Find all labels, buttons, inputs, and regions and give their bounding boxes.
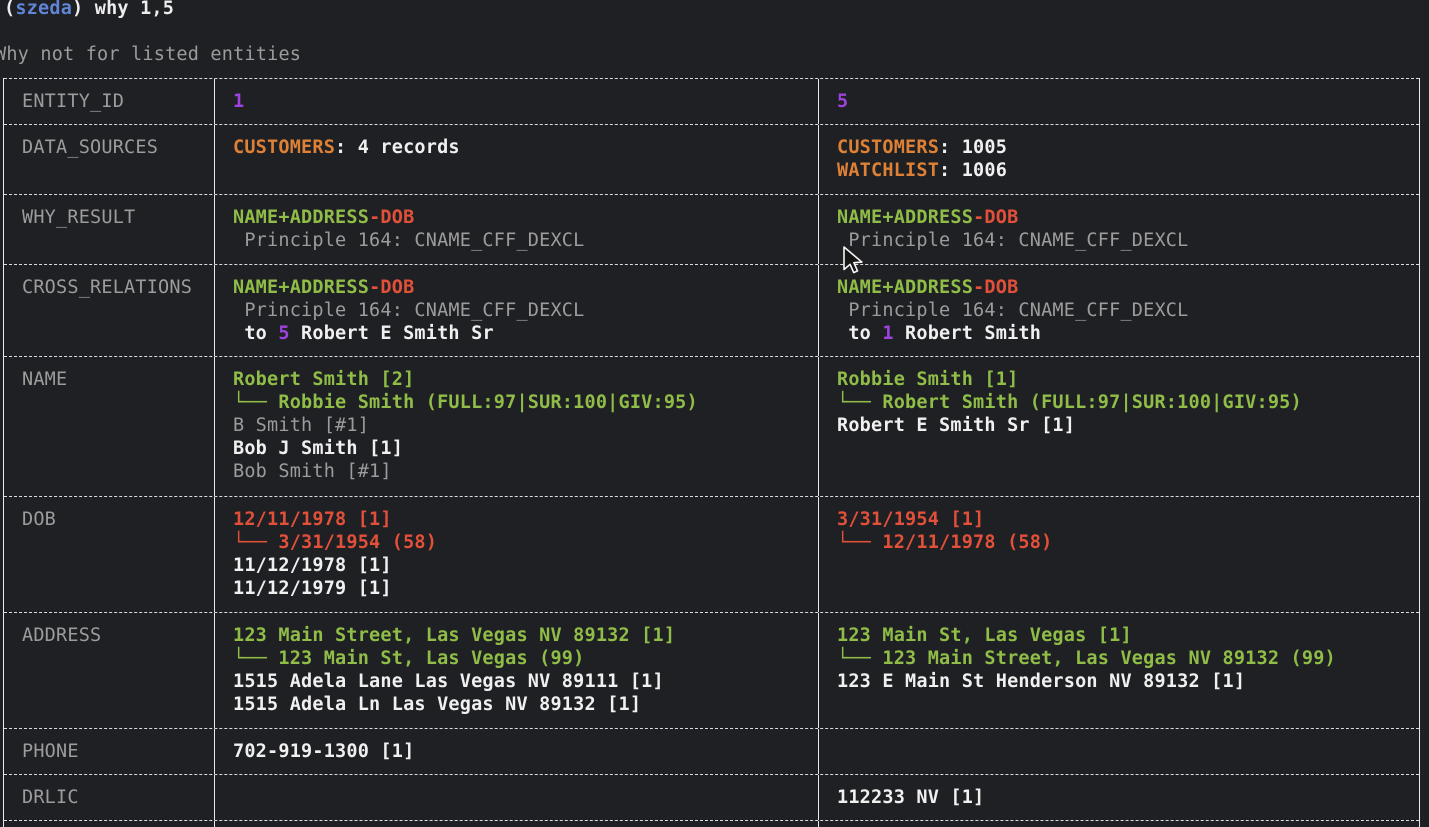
prompt-line: (szeda) why 1,5 (4, 0, 174, 20)
entity-1-cell: NAME+ADDRESS-DOB Principle 164: CNAME_CF… (214, 265, 818, 356)
entity-1-cell: 1 (214, 79, 818, 124)
cell-line: Bob Smith [#1] (233, 461, 392, 483)
table-row: DOB 12/11/1978 [1] └── 3/31/1954 (58) 11/12… (4, 496, 1419, 612)
cell-line: WATCHLIST: 1006 (837, 159, 1008, 181)
entity-2-cell: 112233 NV [1] (818, 775, 1419, 820)
result-subtitle: Why not for listed entities (0, 44, 302, 65)
cell-line: 1515 Adela Lane Las Vegas NV 89111 [1] (233, 670, 664, 692)
cell-line: Robert Smith [2] (233, 368, 415, 390)
cell-line: Robbie Smith [1] (837, 368, 1019, 390)
entity-1-cell: NAME+ADDRESS-DOB Principle 164: CNAME_CF… (214, 195, 818, 264)
entity-1-cell: 702-919-1300 [1] (214, 729, 818, 774)
entity-2-cell: NAME+ADDRESS-DOB Principle 164: CNAME_CF… (818, 265, 1419, 356)
cell-line: └── Robert Smith (FULL:97|SUR:100|GIV:95… (837, 391, 1302, 413)
table-row-partial (4, 820, 1419, 827)
row-label: ADDRESS (22, 624, 102, 646)
entity-2-cell: 5 (818, 79, 1419, 124)
cell-line: CUSTOMERS: 4 records (233, 136, 460, 158)
row-label: ENTITY_ID (22, 90, 125, 112)
row-label: CROSS_RELATIONS (22, 276, 193, 298)
cell-line: Principle 164: CNAME_CFF_DEXCL (837, 229, 1189, 251)
cell-line: 12/11/1978 [1] (233, 508, 392, 530)
cell-line: Principle 164: CNAME_CFF_DEXCL (233, 299, 585, 321)
cell-line: └── 123 Main Street, Las Vegas NV 89132 … (837, 647, 1336, 669)
cell-line: B Smith [#1] (233, 414, 370, 436)
table-row: CROSS_RELATIONS NAME+ADDRESS-DOB Principl… (4, 264, 1419, 356)
entity-1-cell (214, 821, 818, 827)
row-label: DOB (22, 508, 57, 530)
row-label: DATA_SOURCES (22, 136, 159, 158)
entity-1-cell: 12/11/1978 [1] └── 3/31/1954 (58) 11/12/19… (214, 497, 818, 612)
cell-line: 112233 NV [1] (837, 786, 985, 808)
cell-line: 1 (233, 90, 245, 112)
cell-line: NAME+ADDRESS-DOB (837, 276, 1019, 298)
cell-line: └── 123 Main St, Las Vegas (99) (233, 647, 585, 669)
cell-line: 123 Main Street, Las Vegas NV 89132 [1] (233, 624, 676, 646)
table-row: PHONE 702-919-1300 [1] (4, 728, 1419, 774)
entity-2-cell: 3/31/1954 [1] └── 12/11/1978 (58) (818, 497, 1419, 612)
cell-line: Bob J Smith [1] (233, 438, 404, 460)
command-text: why 1,5 (94, 0, 175, 19)
cell-line: NAME+ADDRESS-DOB (233, 206, 415, 228)
cell-line: 123 Main St, Las Vegas [1] (837, 624, 1132, 646)
cell-line: NAME+ADDRESS-DOB (233, 276, 415, 298)
table-row: NAME Robert Smith [2] └── Robbie Smith (FU… (4, 356, 1419, 496)
cell-line: to 5 Robert E Smith Sr (233, 322, 494, 344)
prompt-paren-close: ) (72, 0, 95, 19)
entity-2-cell: Robbie Smith [1] └── Robert Smith (FULL:9… (818, 357, 1419, 496)
table-row: ENTITY_ID 1 5 (4, 78, 1419, 124)
row-label: WHY_RESULT (22, 206, 136, 228)
cell-line: to 1 Robert Smith (837, 322, 1042, 344)
entity-1-cell: Robert Smith [2] └── Robbie Smith (FULL:9… (214, 357, 818, 496)
table-row: ADDRESS 123 Main Street, Las Vegas NV 891… (4, 612, 1419, 728)
cell-line: └── Robbie Smith (FULL:97|SUR:100|GIV:95… (233, 391, 698, 413)
entity-1-cell: 123 Main Street, Las Vegas NV 89132 [1] └… (214, 613, 818, 728)
table-row: WHY_RESULT NAME+ADDRESS-DOB Principle 164… (4, 194, 1419, 264)
cell-line: 11/12/1978 [1] (233, 554, 392, 576)
cell-line: Principle 164: CNAME_CFF_DEXCL (837, 299, 1189, 321)
why-comparison-table: ENTITY_ID 1 5 DATA_SOURCES CUSTOMERS: 4 reco… (3, 78, 1420, 827)
row-label: DRLIC (22, 786, 79, 808)
entity-1-cell (214, 775, 818, 820)
row-label (4, 821, 214, 827)
prompt-paren-open: ( (4, 0, 16, 19)
row-label: PHONE (22, 740, 79, 762)
cell-line: Robert E Smith Sr [1] (837, 414, 1076, 436)
cell-line: 123 E Main St Henderson NV 89132 [1] (837, 670, 1246, 692)
cell-line: CUSTOMERS: 1005 (837, 136, 1008, 158)
prompt-name: szeda (15, 0, 73, 19)
entity-2-cell: 123 Main St, Las Vegas [1] └── 123 Main S… (818, 613, 1419, 728)
table-row: DATA_SOURCES CUSTOMERS: 4 records CUSTOMER… (4, 124, 1419, 194)
entity-2-cell: NAME+ADDRESS-DOB Principle 164: CNAME_CF… (818, 195, 1419, 264)
cell-line: Principle 164: CNAME_CFF_DEXCL (233, 229, 585, 251)
cell-line: 5 (837, 90, 849, 112)
entity-1-cell: CUSTOMERS: 4 records (214, 125, 818, 194)
cell-line: NAME+ADDRESS-DOB (837, 206, 1019, 228)
row-label: NAME (22, 368, 68, 390)
entity-2-cell: CUSTOMERS: 1005 WATCHLIST: 1006 (818, 125, 1419, 194)
table-row: DRLIC 112233 NV [1] (4, 774, 1419, 820)
cell-line: 702-919-1300 [1] (233, 740, 415, 762)
cell-line: └── 3/31/1954 (58) (233, 531, 438, 553)
cell-line: 3/31/1954 [1] (837, 508, 985, 530)
cell-line: 1515 Adela Ln Las Vegas NV 89132 [1] (233, 694, 642, 716)
entity-2-cell (818, 821, 1419, 827)
cell-line: 11/12/1979 [1] (233, 578, 392, 600)
cell-line: └── 12/11/1978 (58) (837, 531, 1053, 553)
entity-2-cell (818, 729, 1419, 774)
